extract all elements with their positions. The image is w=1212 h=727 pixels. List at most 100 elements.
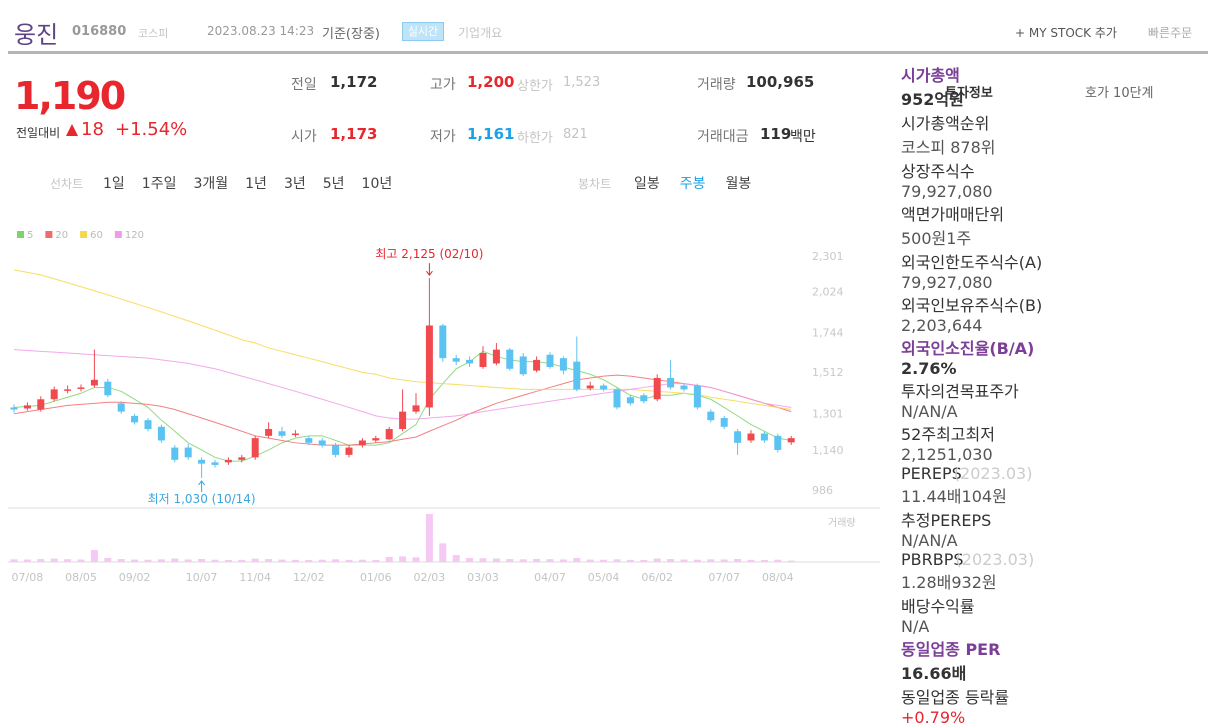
row-values: 79,927,080 bbox=[901, 182, 1042, 201]
x-tick-label: 07/07 bbox=[708, 571, 740, 584]
candle-body bbox=[734, 431, 742, 443]
candle-body bbox=[37, 399, 45, 410]
candle-body bbox=[385, 429, 393, 440]
candle-body bbox=[425, 325, 433, 408]
candle-tab[interactable]: 월봉 bbox=[725, 176, 752, 192]
candle-body bbox=[372, 438, 380, 441]
market: 코스피 bbox=[138, 27, 169, 40]
row-label: 투자의견 bbox=[901, 382, 960, 401]
row-label: 동일업종 등락률 bbox=[901, 688, 1010, 707]
order-button[interactable]: 빠른주문 bbox=[1148, 26, 1193, 40]
candle-body bbox=[707, 411, 715, 421]
row-value: 932원 bbox=[951, 573, 997, 592]
candle-body bbox=[224, 459, 232, 463]
header-rule bbox=[8, 51, 1208, 54]
volume-bar bbox=[23, 559, 31, 562]
period-tab[interactable]: 5년 bbox=[322, 176, 345, 192]
candle-tab[interactable]: 주봉 bbox=[679, 176, 706, 192]
candle-chart-label: 봉차트 bbox=[578, 177, 612, 191]
row-labels: 외국인소진율(B/A) bbox=[901, 335, 1042, 359]
info-row: 동일업종 등락률 +0.79% bbox=[901, 684, 1042, 727]
orderbook-tab[interactable]: 호가 10단계 bbox=[1085, 86, 1154, 101]
basis: 기준(장중) bbox=[322, 27, 380, 42]
legend-swatch bbox=[45, 231, 53, 238]
candle-body bbox=[693, 385, 701, 408]
row-labels: 52주최고최저 bbox=[901, 421, 1042, 445]
row-label: 최저 bbox=[965, 425, 995, 444]
mystock-button[interactable]: + MY STOCK 추가 bbox=[1015, 26, 1117, 40]
high: 1,200 bbox=[467, 73, 515, 91]
row-labels: 시가총액 bbox=[901, 62, 1042, 86]
low-label: 저가 bbox=[430, 129, 456, 145]
row-label: 외국인소진율(B/A) bbox=[901, 339, 1035, 358]
row-values: 1.28배932원 bbox=[901, 569, 1042, 593]
upper: 1,523 bbox=[563, 75, 601, 90]
row-value: 79,927,080 bbox=[901, 182, 993, 201]
volume-bar bbox=[533, 558, 541, 562]
x-tick-label: 09/02 bbox=[119, 571, 151, 584]
volume-bar bbox=[747, 559, 755, 562]
volume-bar bbox=[693, 559, 701, 562]
candle-body bbox=[479, 353, 487, 367]
row-label: PER bbox=[901, 464, 932, 483]
period-tab[interactable]: 1주일 bbox=[141, 176, 177, 192]
period-tab[interactable]: 1일 bbox=[103, 176, 125, 192]
candle-body bbox=[439, 325, 447, 359]
candle-body bbox=[117, 403, 125, 412]
volume-bar bbox=[37, 559, 45, 562]
info-row: 52주최고최저 2,1251,030 bbox=[901, 421, 1042, 464]
company-link[interactable]: 기업개요 bbox=[458, 26, 503, 40]
volume-bar bbox=[278, 559, 286, 562]
row-values: 2.76% bbox=[901, 359, 1042, 378]
info-row: 투자의견목표주가 N/AN/A bbox=[901, 378, 1042, 421]
ma-line bbox=[13, 350, 792, 462]
info-row: 상장주식수 79,927,080 bbox=[901, 158, 1042, 201]
candle-body bbox=[412, 405, 420, 412]
x-tick-label: 10/07 bbox=[186, 571, 218, 584]
realtime-badge[interactable]: 실시간 bbox=[402, 22, 444, 41]
amount-label: 거래대금 bbox=[697, 129, 749, 145]
volume-bar bbox=[600, 559, 608, 562]
volume-bar bbox=[479, 558, 487, 562]
candle-body bbox=[238, 457, 246, 460]
row-note: (2023.03) bbox=[953, 464, 1033, 483]
period-tab[interactable]: 3개월 bbox=[193, 176, 229, 192]
row-label: 52주최고 bbox=[901, 425, 966, 444]
row-values: 952억원 bbox=[901, 86, 1042, 110]
row-labels: 외국인보유주식수(B) bbox=[901, 292, 1042, 316]
volume-bar bbox=[559, 559, 567, 562]
candle-body bbox=[211, 462, 219, 465]
amount: 119 bbox=[760, 125, 792, 143]
stock-name: 웅진 bbox=[14, 21, 59, 49]
row-values: 2,203,644 bbox=[901, 316, 1042, 335]
row-value: 952억원 bbox=[901, 90, 964, 109]
candle-body bbox=[720, 418, 728, 427]
volume-bar bbox=[385, 556, 393, 562]
row-values: +0.79% bbox=[901, 708, 1042, 727]
candle-tab[interactable]: 일봉 bbox=[634, 176, 660, 192]
period-tab[interactable]: 1년 bbox=[245, 176, 267, 192]
period-tab[interactable]: 10년 bbox=[361, 176, 393, 192]
candle-body bbox=[760, 433, 768, 441]
info-tab[interactable]: 투자정보 bbox=[945, 86, 993, 101]
row-label: 추정PER bbox=[901, 511, 962, 530]
volume-bar bbox=[171, 558, 179, 562]
row-value: 11.44배 bbox=[901, 487, 962, 506]
row-value: 2.76% bbox=[901, 359, 957, 378]
volume-bar bbox=[211, 559, 219, 562]
volume-bar bbox=[131, 559, 139, 562]
row-label: PBR bbox=[901, 550, 933, 569]
row-value: 500원 bbox=[901, 229, 947, 248]
candle-tabs: 일봉 주봉 월봉 bbox=[634, 173, 751, 193]
volume-bar bbox=[546, 559, 554, 562]
volume-bar bbox=[399, 556, 407, 562]
period-tab[interactable]: 3년 bbox=[283, 176, 306, 192]
page: 웅진 016880 코스피 2023.08.23 14:23 기준(장중) 실시… bbox=[8, 21, 1208, 727]
candle-body bbox=[586, 385, 594, 389]
row-value: N/A bbox=[901, 617, 930, 636]
volume-bar bbox=[466, 558, 474, 562]
candle-body bbox=[332, 445, 340, 455]
volume-bar bbox=[345, 559, 353, 562]
legend-swatch bbox=[17, 231, 24, 238]
row-value: 코스피 878위 bbox=[901, 138, 996, 157]
